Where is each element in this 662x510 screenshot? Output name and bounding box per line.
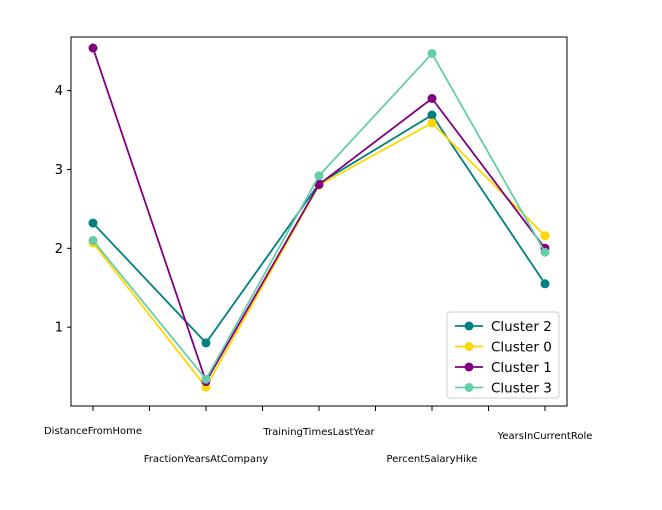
data-point — [427, 49, 437, 59]
legend-item: Cluster 2 — [455, 319, 552, 335]
legend-swatch-marker — [464, 383, 474, 392]
data-point — [540, 247, 550, 257]
y-tick-label: 3 — [55, 163, 63, 178]
y-tick-label: 4 — [55, 84, 63, 99]
x-category-label: YearsInCurrentRole — [497, 431, 593, 442]
data-point — [314, 171, 324, 181]
x-category-label: PercentSalaryHike — [387, 454, 478, 465]
series-layer — [88, 43, 550, 392]
data-point — [427, 94, 437, 103]
legend-swatch-marker — [464, 321, 474, 331]
legend-label: Cluster 0 — [491, 340, 552, 356]
data-point — [201, 338, 211, 348]
axes: 1 2 3 4 DistanceFromHome FractionYearsAtCompa… — [44, 36, 593, 465]
legend-item: Cluster 0 — [455, 340, 552, 356]
legend-swatch-marker — [464, 342, 474, 351]
data-point — [540, 279, 550, 289]
x-category-label: DistanceFromHome — [44, 426, 142, 437]
data-point — [427, 110, 437, 120]
legend-item: Cluster 1 — [455, 360, 552, 376]
data-point — [88, 43, 98, 53]
x-category-label: FractionYearsAtCompany — [144, 454, 269, 465]
data-point — [427, 118, 437, 128]
legend-label: Cluster 3 — [491, 381, 552, 397]
data-point — [88, 235, 98, 245]
data-point — [314, 179, 324, 189]
data-point — [88, 218, 98, 228]
legend: Cluster 2 Cluster 0 Cluster 1 Cluster 3 — [446, 311, 560, 399]
y-tick-label: 1 — [55, 321, 63, 336]
legend-label: Cluster 1 — [491, 360, 552, 376]
data-point — [201, 374, 211, 384]
legend-box — [446, 311, 560, 399]
series-cluster-3 — [88, 49, 550, 384]
legend-item: Cluster 3 — [455, 381, 552, 397]
legend-swatch-marker — [464, 362, 474, 372]
y-tick-label: 2 — [55, 242, 63, 257]
data-point — [540, 231, 550, 241]
x-category-label: TrainingTimesLastYear — [262, 427, 375, 438]
legend-label: Cluster 2 — [491, 319, 552, 335]
series-line — [92, 114, 546, 344]
